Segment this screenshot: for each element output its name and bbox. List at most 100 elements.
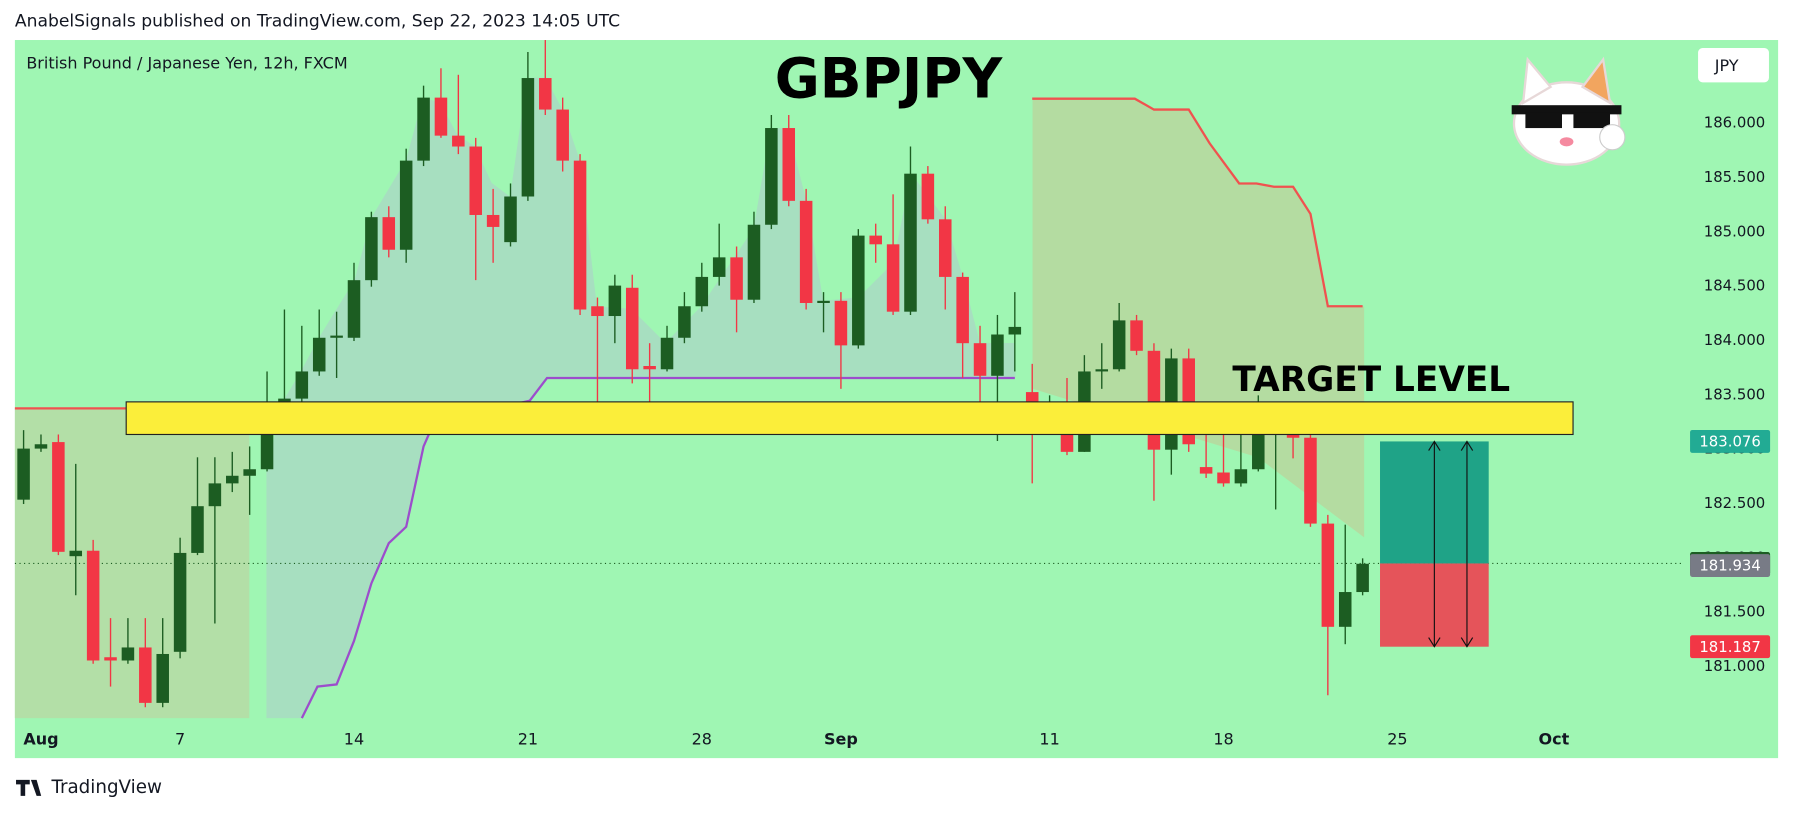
symbol-info: British Pound / Japanese Yen, 12h, FXCM xyxy=(26,54,347,73)
candle-body xyxy=(1008,326,1022,335)
candle-body xyxy=(452,135,465,147)
candle-body xyxy=(139,647,152,703)
candle-body xyxy=(678,306,691,338)
y-tick-label: 182.500 xyxy=(1704,494,1765,512)
currency: JPY xyxy=(1714,56,1739,75)
price-tag xyxy=(1690,554,1771,577)
y-tick-label: 185.000 xyxy=(1704,222,1765,240)
candle-body xyxy=(295,371,309,399)
y-tick-label: 181.500 xyxy=(1704,603,1765,621)
candle-body xyxy=(712,257,726,277)
candle-body xyxy=(886,244,900,312)
price-tag xyxy=(1690,429,1771,453)
candle-body xyxy=(1252,432,1265,470)
candle-body xyxy=(1112,320,1126,370)
brand-logo xyxy=(16,779,42,796)
x-tick-label: 28 xyxy=(692,729,712,748)
annotation: TARGET LEVEL xyxy=(1232,360,1510,400)
candle-body xyxy=(34,444,48,449)
candle-body xyxy=(208,483,222,507)
price-tag xyxy=(1690,635,1771,659)
candle-body xyxy=(817,300,830,303)
candle-body xyxy=(730,257,743,300)
x-tick-label: 25 xyxy=(1387,729,1407,748)
arrow-head xyxy=(1428,440,1441,648)
x-tick-label: 14 xyxy=(344,729,364,748)
candle-body xyxy=(1321,523,1335,627)
candle-body xyxy=(869,235,882,245)
candle-body xyxy=(347,280,361,338)
x-tick-label: 7 xyxy=(175,729,185,748)
candle-body xyxy=(434,97,448,136)
candle-body xyxy=(365,217,378,281)
candle-body xyxy=(643,366,656,370)
candle-body xyxy=(556,109,569,161)
candle-body xyxy=(521,78,535,197)
y-tick-label: 185.500 xyxy=(1704,168,1765,186)
cloud-shade xyxy=(14,408,250,719)
candle-body xyxy=(765,128,778,225)
candle-body xyxy=(86,550,100,661)
candle-body xyxy=(1338,592,1352,627)
y-tick-label: 184.000 xyxy=(1704,331,1765,349)
target-zone xyxy=(125,401,1574,436)
candle-body xyxy=(226,475,239,484)
candle-body xyxy=(104,657,117,661)
candle-body xyxy=(312,337,326,372)
candle-body xyxy=(834,300,848,346)
candle-body xyxy=(173,552,187,652)
candle-body xyxy=(1356,563,1369,593)
candle-body xyxy=(782,128,796,201)
candle-body xyxy=(1095,369,1109,372)
candle-body xyxy=(156,653,169,703)
candle-body xyxy=(243,469,256,476)
candle-body xyxy=(1234,469,1248,484)
currency-box[interactable] xyxy=(1698,48,1769,83)
mascot xyxy=(1511,56,1626,166)
candle-body xyxy=(17,448,30,500)
candle-body xyxy=(939,219,952,277)
arrow-head xyxy=(1460,440,1474,648)
candle-body xyxy=(660,337,674,370)
candle-body xyxy=(539,78,552,110)
candle-body xyxy=(747,224,761,300)
price-tag-label: 181.934 xyxy=(1699,557,1760,575)
candle-body xyxy=(504,196,517,243)
candle-body xyxy=(52,442,65,552)
y-tick-label: 183.500 xyxy=(1704,385,1765,403)
x-tick-label: 21 xyxy=(518,729,538,748)
candle-body xyxy=(469,146,482,215)
candle-body xyxy=(973,343,987,376)
candle-body xyxy=(486,214,500,227)
candle-body xyxy=(1199,467,1213,474)
cloud-shade xyxy=(266,77,1016,719)
byline: AnabelSignals published on TradingView.c… xyxy=(15,12,620,32)
candle-body xyxy=(191,506,204,553)
candle-body xyxy=(991,334,1004,376)
price-tag-label: 181.187 xyxy=(1699,638,1760,656)
y-tick-label: 184.500 xyxy=(1704,277,1765,295)
candle-body xyxy=(695,276,709,307)
candle-body xyxy=(417,97,430,161)
candle-body xyxy=(625,287,639,370)
candle-body xyxy=(121,647,135,661)
x-tick-label: Sep xyxy=(824,729,858,748)
candle-body xyxy=(382,217,396,250)
x-tick-label: Aug xyxy=(23,729,58,748)
x-tick-label: 11 xyxy=(1039,729,1059,748)
candle-body xyxy=(1217,472,1230,484)
candle-body xyxy=(1304,437,1317,524)
candle-body xyxy=(1130,320,1143,351)
brand: TradingView xyxy=(50,777,162,798)
x-tick-label: 18 xyxy=(1213,729,1233,748)
candle-body xyxy=(921,173,935,220)
candle-body xyxy=(330,335,343,338)
candle-body xyxy=(573,160,587,310)
candle-body xyxy=(956,276,969,344)
candle-body xyxy=(608,285,622,317)
candle-body xyxy=(591,306,604,317)
candle-body xyxy=(399,160,413,250)
price-tag-label: 183.076 xyxy=(1699,433,1760,451)
candle-body xyxy=(904,173,917,312)
